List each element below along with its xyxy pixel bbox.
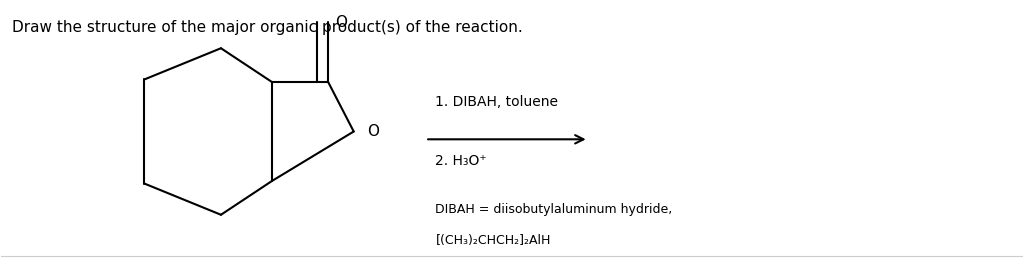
Text: 1. DIBAH, toluene: 1. DIBAH, toluene <box>435 95 558 109</box>
Text: DIBAH = diisobutylaluminum hydride,: DIBAH = diisobutylaluminum hydride, <box>435 203 673 216</box>
Text: O: O <box>367 124 379 139</box>
Text: [(CH₃)₂CHCH₂]₂AlH: [(CH₃)₂CHCH₂]₂AlH <box>435 234 551 247</box>
Text: Draw the structure of the major organic product(s) of the reaction.: Draw the structure of the major organic … <box>11 20 522 35</box>
Text: 2. H₃O⁺: 2. H₃O⁺ <box>435 154 487 168</box>
Text: O: O <box>335 15 347 30</box>
